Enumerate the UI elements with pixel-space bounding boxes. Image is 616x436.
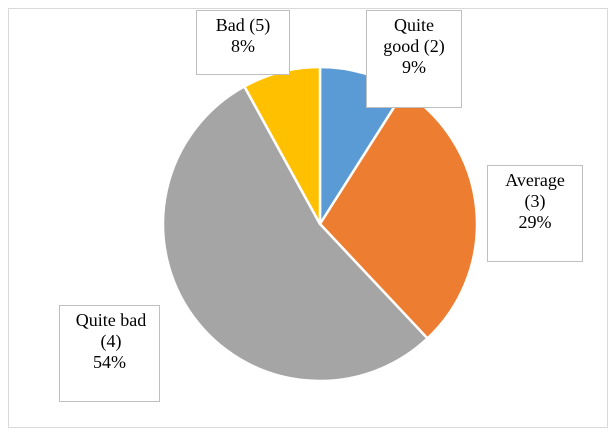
data-label: Quite bad (4) 54%	[59, 305, 160, 402]
data-label: Quite good (2) 9%	[366, 10, 462, 108]
label-value: 54%	[93, 352, 126, 372]
pie-slice	[318, 89, 479, 341]
pie-slice	[161, 84, 430, 383]
data-label: Bad (5) 8%	[196, 10, 290, 75]
label-value: 8%	[231, 36, 255, 56]
data-label: Average (3) 29%	[487, 165, 583, 262]
label-category: Bad (5)	[215, 15, 271, 35]
label-value: 29%	[518, 212, 552, 232]
label-category: Average (3)	[505, 170, 565, 211]
label-value: 9%	[402, 57, 426, 77]
label-category: Quite bad (4)	[75, 310, 147, 351]
label-category: Quite good (2)	[383, 15, 445, 56]
